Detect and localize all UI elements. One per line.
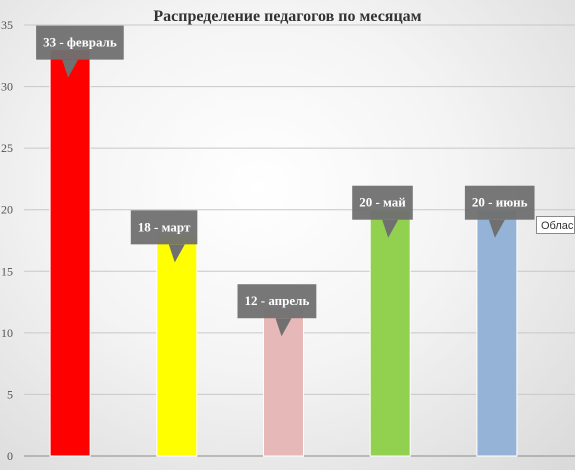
chart-area-tooltip: Облас	[536, 216, 575, 234]
data-label-box	[237, 284, 317, 319]
y-tick-label: 25	[1, 141, 13, 155]
data-label-text: 20 - июнь	[472, 195, 528, 210]
data-label-pointer	[168, 244, 185, 263]
data-label-pointer	[488, 219, 505, 238]
data-label-text: 18 - март	[138, 219, 191, 234]
data-label-pointer	[62, 59, 79, 78]
data-label-февраль[interactable]: 33 - февраль	[36, 25, 124, 78]
bar-февраль[interactable]	[49, 49, 91, 457]
data-label-text: 12 - апрель	[245, 293, 310, 308]
data-label-box	[352, 185, 413, 220]
bar-июнь[interactable]	[476, 209, 518, 457]
data-label-text: 33 - февраль	[43, 35, 117, 50]
y-tick-label: 35	[1, 18, 13, 32]
data-label-март[interactable]: 18 - март	[130, 210, 198, 263]
bar-май[interactable]	[369, 209, 411, 457]
y-tick-label: 10	[1, 326, 13, 340]
data-label-pointer	[382, 219, 399, 238]
y-tick-label: 0	[7, 449, 13, 463]
data-label-text: 20 - май	[359, 195, 406, 210]
y-tick-label: 5	[7, 387, 13, 401]
data-label-апрель[interactable]: 12 - апрель	[237, 284, 317, 337]
data-label-callouts[interactable]: 33 - февраль 18 - март 12 - апрель 20 - май…	[36, 25, 535, 337]
y-tick-label: 30	[1, 80, 13, 94]
data-label-box	[464, 185, 535, 220]
bars[interactable]	[49, 49, 518, 457]
data-label-box	[130, 210, 198, 245]
y-axis-tick-labels: 0 5 10 15 20 25 30 35	[1, 18, 13, 463]
y-tick-label: 15	[1, 264, 13, 278]
chart-title: Распределение педагогов по месяцам	[153, 8, 422, 25]
data-label-июнь[interactable]: 20 - июнь	[464, 185, 535, 238]
data-label-май[interactable]: 20 - май	[352, 185, 413, 238]
y-tick-label: 20	[1, 203, 13, 217]
bar-март[interactable]	[156, 233, 198, 457]
data-label-pointer	[275, 318, 292, 337]
data-label-box	[36, 25, 124, 60]
